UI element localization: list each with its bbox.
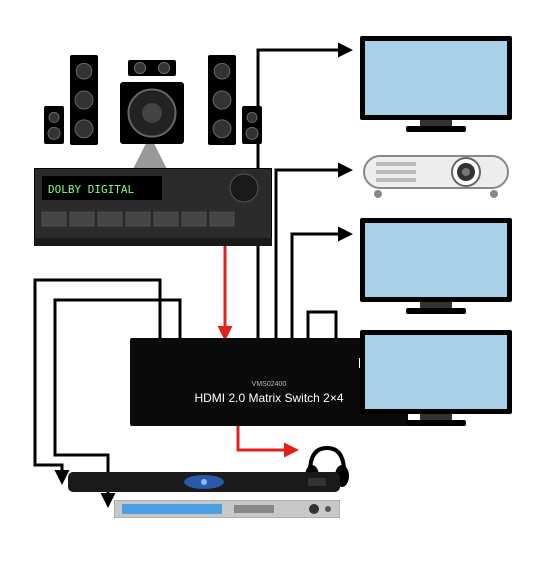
speaker-sat-left xyxy=(44,106,64,144)
speaker-sat-right xyxy=(242,106,262,144)
bluray-player xyxy=(68,472,340,492)
tv-display-1 xyxy=(360,36,512,134)
tv-display-3 xyxy=(360,330,512,428)
svg-text:HDMI 2.0 Matrix Switch 2×4: HDMI 2.0 Matrix Switch 2×4 xyxy=(194,391,343,405)
tv-display-2 xyxy=(360,218,512,316)
speaker-tower-left xyxy=(70,55,98,145)
speaker-tower-right xyxy=(208,55,236,145)
dvd-player xyxy=(114,500,340,518)
diagram-canvas: DOLBY DIGITAL xyxy=(0,0,551,586)
svg-text:DOLBY DIGITAL: DOLBY DIGITAL xyxy=(48,183,134,196)
speaker-center xyxy=(128,60,176,76)
speaker-subwoofer xyxy=(120,82,184,144)
av-receiver: DOLBY DIGITAL xyxy=(34,168,272,246)
svg-text:VMS02400: VMS02400 xyxy=(252,381,287,388)
projector xyxy=(360,148,512,198)
